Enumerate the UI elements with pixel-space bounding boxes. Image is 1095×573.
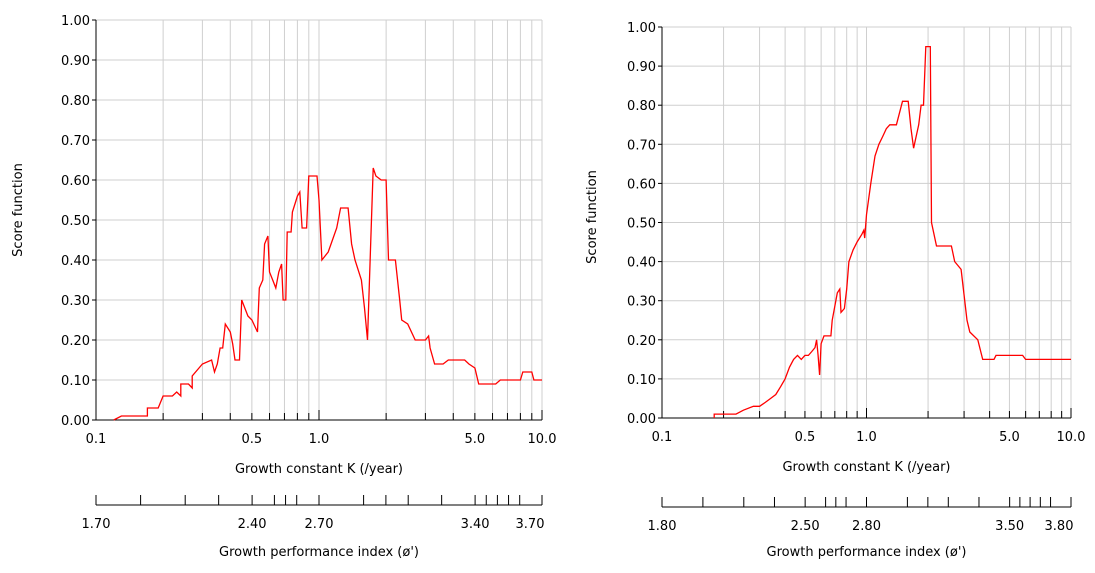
secondary-tick-label: 1.80 — [648, 519, 677, 534]
y-tick-label: 0.90 — [627, 60, 656, 75]
x-tick-label: 10.0 — [528, 432, 557, 447]
x-tick-label: 5.0 — [999, 430, 1020, 445]
y-tick-label: 0.50 — [61, 214, 90, 229]
x-tick-label: 0.1 — [86, 432, 107, 447]
x-tick-label: 0.5 — [795, 430, 816, 445]
x-tick-label: 5.0 — [465, 432, 486, 447]
y-tick-label: 1.00 — [627, 21, 656, 36]
y-tick-label: 0.70 — [627, 138, 656, 153]
secondary-tick-label: 2.40 — [238, 517, 267, 532]
secondary-tick-label: 3.40 — [461, 517, 490, 532]
y-tick-label: 0.80 — [627, 99, 656, 114]
x-tick-label: 0.5 — [242, 432, 263, 447]
score-series-line — [713, 45, 1071, 418]
left-score-chart: 0.00 0.10 0.20 0.30 0.40 0.50 0.60 0.70 0.80 0.90… — [11, 14, 556, 560]
y-tick-label: 1.00 — [61, 14, 90, 29]
y-tick-label: 0.30 — [61, 294, 90, 309]
score-series-line — [113, 167, 542, 421]
secondary-tick-label: 2.70 — [305, 517, 334, 532]
secondary-tick-label: 3.50 — [995, 519, 1024, 534]
secondary-tick-label: 3.80 — [1045, 519, 1074, 534]
y-tick-label: 0.20 — [61, 334, 90, 349]
y-tick-label: 0.40 — [627, 256, 656, 271]
y-tick-label: 0.00 — [627, 412, 656, 427]
x-axis-title: Growth constant K (/year) — [782, 460, 950, 475]
secondary-tick-label: 3.70 — [516, 517, 545, 532]
y-tick-label: 0.80 — [61, 94, 90, 109]
y-tick-label: 0.50 — [627, 217, 656, 232]
y-tick-label: 0.10 — [627, 373, 656, 388]
x-tick-label: 10.0 — [1057, 430, 1086, 445]
x-axis-title: Growth constant K (/year) — [235, 462, 403, 477]
secondary-tick-label: 2.50 — [791, 519, 820, 534]
x-tick-label: 1.0 — [856, 430, 877, 445]
y-tick-label: 0.70 — [61, 134, 90, 149]
y-tick-label: 0.60 — [61, 174, 90, 189]
secondary-tick-label: 2.80 — [852, 519, 881, 534]
secondary-axis-title: Growth performance index (ø') — [219, 545, 419, 560]
y-tick-label: 0.60 — [627, 177, 656, 192]
y-tick-label: 0.30 — [627, 295, 656, 310]
y-tick-label: 0.20 — [627, 334, 656, 349]
x-tick-label: 1.0 — [309, 432, 330, 447]
secondary-axis-title: Growth performance index (ø') — [767, 545, 967, 560]
right-score-chart: 0.00 0.10 0.20 0.30 0.40 0.50 0.60 0.70 0.80 0.90… — [585, 21, 1085, 560]
y-axis-title: Score function — [585, 170, 600, 264]
x-tick-label: 0.1 — [652, 430, 673, 445]
y-tick-label: 0.10 — [61, 374, 90, 389]
y-axis-title: Score function — [11, 163, 26, 257]
y-tick-label: 0.00 — [61, 414, 90, 429]
y-tick-label: 0.40 — [61, 254, 90, 269]
y-tick-label: 0.90 — [61, 54, 90, 69]
secondary-tick-label: 1.70 — [82, 517, 111, 532]
